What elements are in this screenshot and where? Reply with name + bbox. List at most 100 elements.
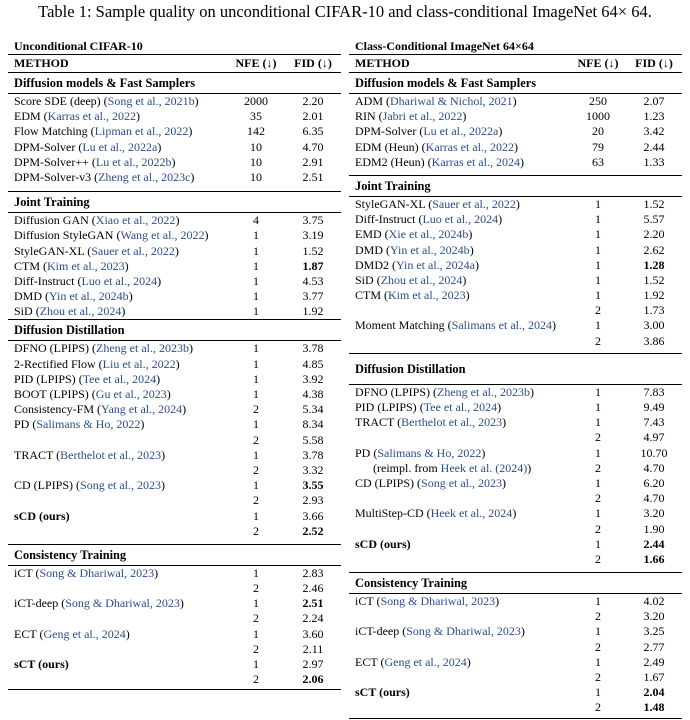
citation-link[interactable]: Geng et al., 2024 — [43, 626, 126, 641]
method-name: sCD (ours) — [14, 508, 70, 523]
header-nfe: NFE (↓) — [577, 56, 619, 70]
table-title: Unconditional CIFAR-10 — [14, 39, 143, 53]
fid-cell: 2.04 — [643, 685, 665, 700]
method-cell: SiD (Zhou et al., 2024) — [355, 272, 467, 287]
nfe-cell: 2 — [595, 521, 601, 536]
nfe-cell: 250 — [589, 94, 607, 108]
method-cell: EDM (Karras et al., 2022) — [14, 109, 140, 124]
citation-link[interactable]: Kim et al., 2023 — [47, 258, 125, 273]
citation-link[interactable]: Song et al., 2021b — [107, 94, 195, 108]
table-row: CD (LPIPS) (Song et al., 2023) 1 6.20 — [349, 476, 682, 491]
citation-link[interactable]: Luo et al., 2024 — [422, 212, 499, 227]
citation-link[interactable]: Zheng et al., 2023b — [437, 384, 530, 399]
citation-link[interactable]: Lu et al., 2022a — [423, 124, 499, 139]
citation-link[interactable]: Salimans et al., 2024 — [451, 318, 552, 333]
fid-cell: 6.20 — [643, 475, 665, 490]
citation-link[interactable]: Xiao et al., 2022 — [95, 213, 176, 228]
table-row: 2 3.20 — [349, 609, 682, 624]
citation-link[interactable]: Berthelot et al., 2023 — [60, 447, 162, 462]
citation-link[interactable]: Karras et al., 2024 — [431, 154, 520, 169]
citation-link[interactable]: Yin et al., 2024b — [49, 289, 129, 304]
citation-link[interactable]: Zhou et al., 2024 — [380, 272, 463, 287]
citation-link[interactable]: Song & Dhariwal, 2023 — [406, 624, 521, 639]
table-row: SiD (Zhou et al., 2024) 1 1.92 — [8, 304, 341, 319]
citation-link[interactable]: Liu et al., 2022 — [102, 356, 176, 371]
citation-link[interactable]: Karras et al., 2022 — [425, 139, 514, 154]
section-title: Diffusion models & Fast Samplers — [14, 76, 196, 90]
method-name: iCT-deep — [14, 596, 59, 611]
nfe-cell: 1 — [595, 445, 601, 460]
table-row: Moment Matching (Salimans et al., 2024) 1… — [349, 318, 682, 333]
section-title: Diffusion models & Fast Samplers — [355, 76, 537, 90]
table-row: iCT (Song & Dhariwal, 2023) 1 4.02 — [349, 594, 682, 609]
fid-cell: 1.90 — [643, 521, 665, 536]
method-cell: TRACT (Berthelot et al., 2023) — [14, 447, 166, 462]
table-row: PD (Salimans & Ho, 2022) 1 10.70 — [349, 446, 682, 461]
table-row: DMD (Yin et al., 2024b) 1 2.62 — [349, 243, 682, 258]
table-row: DFNO (LPIPS) (Zheng et al., 2023b) 1 7.83 — [349, 385, 682, 400]
citation-link[interactable]: Gu et al., 2023 — [95, 387, 167, 401]
citation-link[interactable]: Heek et al., 2024 — [430, 506, 513, 521]
fid-cell: 2.24 — [302, 611, 324, 626]
citation-link[interactable]: Karras et al., 2022 — [47, 109, 136, 124]
citation-link[interactable]: Song et al., 2023 — [80, 478, 162, 493]
citation-link[interactable]: Yang et al., 2024 — [101, 402, 183, 417]
citation-link[interactable]: Salimans & Ho, 2022 — [377, 445, 482, 460]
citation-link[interactable]: Lipman et al., 2022 — [94, 124, 189, 139]
nfe-cell: 4 — [253, 213, 259, 228]
citation-link[interactable]: Zheng et al., 2023c — [98, 169, 191, 184]
citation-link[interactable]: Song & Dhariwal, 2023 — [65, 596, 180, 611]
citation-link[interactable]: Song & Dhariwal, 2023 — [380, 594, 496, 609]
citation-link[interactable]: Sauer et al., 2022 — [91, 243, 175, 258]
nfe-cell: 20 — [592, 124, 604, 139]
nfe-cell: 2 — [253, 462, 259, 477]
method-name: DFNO (LPIPS) — [355, 384, 431, 399]
citation-link[interactable]: Luo et al., 2024 — [81, 273, 158, 288]
method-name: ECT — [14, 626, 37, 641]
header-row: METHOD NFE (↓) FID (↓) — [8, 55, 341, 72]
method-cell: CTM (Kim et al., 2023) — [355, 288, 470, 303]
citation-link[interactable]: Geng et al., 2024 — [384, 654, 467, 669]
citation-link[interactable]: Zhou et al., 2024 — [39, 304, 122, 319]
section-body: iCT (Song & Dhariwal, 2023) 1 2.83 2 2.46 iCT… — [8, 566, 341, 688]
citation-link[interactable]: Dhariwal & Nichol, 2021 — [390, 94, 513, 108]
fid-cell: 4.70 — [302, 139, 324, 154]
method-name: ECT — [355, 654, 378, 669]
citation-link[interactable]: Berthelot et al., 2023 — [401, 415, 503, 430]
citation-link[interactable]: Yin et al., 2024b — [390, 242, 470, 257]
nfe-cell: 2 — [253, 523, 259, 538]
method-name: SiD — [14, 304, 33, 319]
citation-link[interactable]: Xie et al., 2024b — [388, 227, 469, 242]
method-name: EDM (Heun) — [355, 139, 419, 154]
nfe-cell: 1 — [595, 272, 601, 287]
fid-cell: 3.78 — [302, 447, 324, 462]
citation-link[interactable]: Yin et al., 2024a — [396, 257, 475, 272]
nfe-cell: 2000 — [244, 94, 268, 108]
nfe-cell: 1000 — [586, 109, 610, 124]
method-cell: sCT (ours) — [355, 685, 410, 700]
citation-link[interactable]: Sauer et al., 2022 — [432, 196, 516, 211]
citation-link[interactable]: Heek et al. (2024) — [440, 460, 528, 475]
citation-link[interactable]: Wang et al., 2022 — [120, 228, 205, 243]
citation-link[interactable]: Song et al., 2023 — [421, 475, 503, 490]
table-row: RIN (Jabri et al., 2022) 1000 1.23 — [349, 109, 682, 124]
citation-link[interactable]: Salimans & Ho, 2022 — [36, 417, 141, 432]
citation-link[interactable]: Lu et al., 2022b — [95, 154, 172, 169]
fid-cell: 1.28 — [643, 257, 665, 272]
citation-link[interactable]: Lu et al., 2022a — [82, 139, 158, 154]
citation-link[interactable]: Tee et al., 2024 — [82, 371, 157, 386]
citation-link[interactable]: Zheng et al., 2023b — [96, 341, 189, 356]
citation-link[interactable]: Song & Dhariwal, 2023 — [39, 565, 155, 580]
fid-cell: 3.19 — [302, 228, 324, 243]
citation-link[interactable]: Jabri et al., 2022 — [382, 109, 463, 124]
method-name: Moment Matching — [355, 318, 445, 333]
method-cell: CTM (Kim et al., 2023) — [14, 258, 129, 273]
method-name: Consistency-FM — [14, 402, 95, 417]
method-name: iCT — [355, 594, 374, 609]
table-row: sCD (ours) 1 2.44 — [349, 537, 682, 552]
fid-cell: 3.25 — [643, 624, 665, 639]
citation-link[interactable]: Kim et al., 2023 — [388, 288, 466, 303]
citation-link[interactable]: Tee et al., 2024 — [423, 400, 498, 414]
fid-cell: 1.52 — [302, 243, 324, 258]
section-title: Diffusion Distillation — [14, 323, 125, 338]
